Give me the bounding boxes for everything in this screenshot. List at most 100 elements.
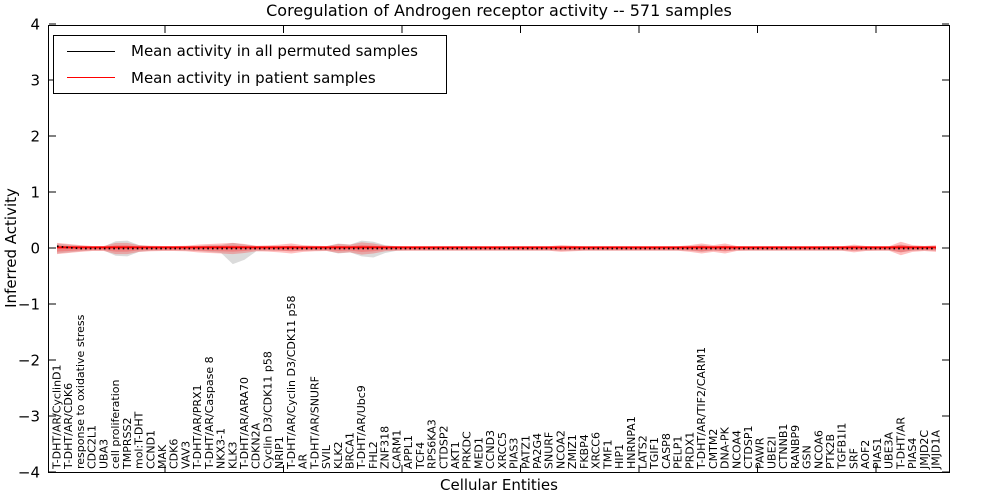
x-tick-label: PA2G4 xyxy=(531,433,544,469)
x-tick-label: T-DHT/AR/Cyclin D3/CDK11 p58 xyxy=(285,295,298,470)
x-tick-label: PAWR xyxy=(754,437,767,469)
x-tick-label: T-DHT/AR xyxy=(894,417,907,470)
x-tick-label: HIP1 xyxy=(613,444,626,469)
x-tick-label: PIAS3 xyxy=(508,438,521,469)
x-tick-label: NCOA6 xyxy=(812,430,825,469)
x-tick-label: KLK2 xyxy=(332,441,345,469)
x-tick-label: PTK2B xyxy=(824,434,837,469)
x-tick-label: XRCC6 xyxy=(590,432,603,469)
patient-line-swatch xyxy=(67,77,115,79)
permuted-band xyxy=(57,240,936,265)
x-tick-label: UBE2I xyxy=(765,436,778,469)
x-tick-label: NRIP1 xyxy=(273,436,286,469)
x-tick-label: CMTM2 xyxy=(707,429,720,469)
x-tick-label: CASP8 xyxy=(660,433,673,469)
x-tick-label: AOF2 xyxy=(859,440,872,469)
x-tick-label: LATS2 xyxy=(637,435,650,469)
permuted-line-swatch xyxy=(67,50,115,52)
plot-frame xyxy=(48,25,950,473)
patient-band xyxy=(57,241,936,256)
x-tick-label: UBE3A xyxy=(883,431,896,469)
x-tick-label: CTNNB1 xyxy=(777,424,790,469)
x-tick-label: APPL1 xyxy=(402,435,415,469)
x-tick-label: T-DHT/AR/PRX1 xyxy=(191,384,204,470)
x-tick-label: T-DHT/AR/SNURF xyxy=(308,376,321,470)
x-tick-label: PRDX1 xyxy=(683,432,696,469)
x-tick-label: T-DHT/AR/CyclinD1 xyxy=(51,364,64,470)
legend-label-patient: Mean activity in patient samples xyxy=(131,68,376,87)
x-tick-label: TCF4 xyxy=(414,442,427,470)
x-axis-title: Cellular Entities xyxy=(440,476,558,494)
x-tick-label: RANBP9 xyxy=(789,425,802,469)
x-tick-label: FHL2 xyxy=(367,441,380,469)
x-tick-label: T-DHT/AR/ARA70 xyxy=(238,377,251,470)
permuted-mean-line xyxy=(56,245,936,250)
x-tick-label: MAK xyxy=(156,444,169,469)
x-tick-label: Cyclin D3/CDK11 p58 xyxy=(261,351,274,469)
y-tick-label: 3 xyxy=(30,72,40,90)
x-tick-label: PIAS4 xyxy=(906,438,919,469)
x-tick-label: CDKN2A xyxy=(250,422,263,469)
x-tick-label: UBA3 xyxy=(97,439,110,469)
x-tick-label: response to oxidative stress xyxy=(74,314,87,469)
x-tick-label: NCOA2 xyxy=(554,430,567,469)
x-tick-label: PATZ1 xyxy=(519,435,532,469)
x-tick-label: TGFB1I1 xyxy=(836,423,849,470)
x-tick-label: HNRNPA1 xyxy=(625,416,638,469)
x-tick-label: DNA-PK xyxy=(719,426,732,469)
x-tick-label: PIAS1 xyxy=(871,438,884,469)
x-tick-label: CCND1 xyxy=(144,430,157,469)
x-tick-label: XRCC5 xyxy=(496,432,509,469)
x-tick-label: VAV3 xyxy=(179,441,192,469)
y-tick-label: −3 xyxy=(18,408,40,426)
x-tick-label: cell proliferation xyxy=(109,379,122,469)
x-tick-label: CCND3 xyxy=(484,430,497,469)
x-tick-label: TMPRSS2 xyxy=(121,418,134,470)
x-tick-label: mol:T-DHT xyxy=(133,411,146,469)
y-tick-label: 0 xyxy=(30,240,40,258)
x-tick-label: NCOA4 xyxy=(730,430,743,469)
y-tick-label: −2 xyxy=(18,352,40,370)
x-tick-label: PRKDC xyxy=(461,431,474,469)
y-tick-label: 1 xyxy=(30,184,40,202)
x-tick-label: TMF1 xyxy=(601,439,614,470)
legend: Mean activity in all permuted samples Me… xyxy=(53,35,447,94)
x-tick-label: PELP1 xyxy=(672,436,685,469)
x-tick-label: SVIL xyxy=(320,444,333,469)
x-tick-label: GSN xyxy=(801,445,814,469)
x-tick-label: CDK6 xyxy=(168,439,181,469)
x-tick-label: FKBP4 xyxy=(578,434,591,469)
y-tick-label: 4 xyxy=(30,16,40,34)
x-tick-label: CDC2L1 xyxy=(86,425,99,469)
x-tick-label: KLK3 xyxy=(226,441,239,469)
y-tick-label: 2 xyxy=(30,128,40,146)
x-tick-label: T-DHT/AR/TIF2/CARM1 xyxy=(695,347,708,470)
x-tick-label: SNURF xyxy=(543,432,556,469)
x-tick-label: MED1 xyxy=(472,437,485,469)
x-tick-label: AR xyxy=(297,453,310,469)
chart-title: Coregulation of Androgen receptor activi… xyxy=(266,1,732,20)
legend-item-patient: Mean activity in patient samples xyxy=(54,65,446,91)
legend-label-permuted: Mean activity in all permuted samples xyxy=(131,42,418,61)
x-tick-label: CARM1 xyxy=(390,430,403,469)
x-tick-label: TGIF1 xyxy=(648,437,661,470)
x-tick-label: NKX3-1 xyxy=(215,428,228,469)
x-tick-label: JMJD1A xyxy=(930,430,943,470)
x-tick-label: CTDSP2 xyxy=(437,426,450,469)
x-tick-label: AKT1 xyxy=(449,441,462,469)
x-tick-label: RPS6KA3 xyxy=(426,419,439,469)
legend-item-permuted: Mean activity in all permuted samples xyxy=(54,38,446,64)
y-tick-label: −1 xyxy=(18,296,40,314)
y-axis-title: Inferred Activity xyxy=(2,188,20,308)
x-tick-label: JMJD2C xyxy=(918,430,931,470)
x-tick-label: ZNF318 xyxy=(379,426,392,469)
x-tick-label: ZMIZ1 xyxy=(566,434,579,469)
x-tick-label: T-DHT/AR/Ubc9 xyxy=(355,385,368,470)
x-tick-label: CTDSP1 xyxy=(742,426,755,469)
y-tick-label: −4 xyxy=(18,464,40,482)
x-tick-label: SRF xyxy=(847,448,860,469)
x-tick-label: T-DHT/AR/Caspase 8 xyxy=(203,356,216,470)
x-tick-label: BRCA1 xyxy=(344,432,357,469)
